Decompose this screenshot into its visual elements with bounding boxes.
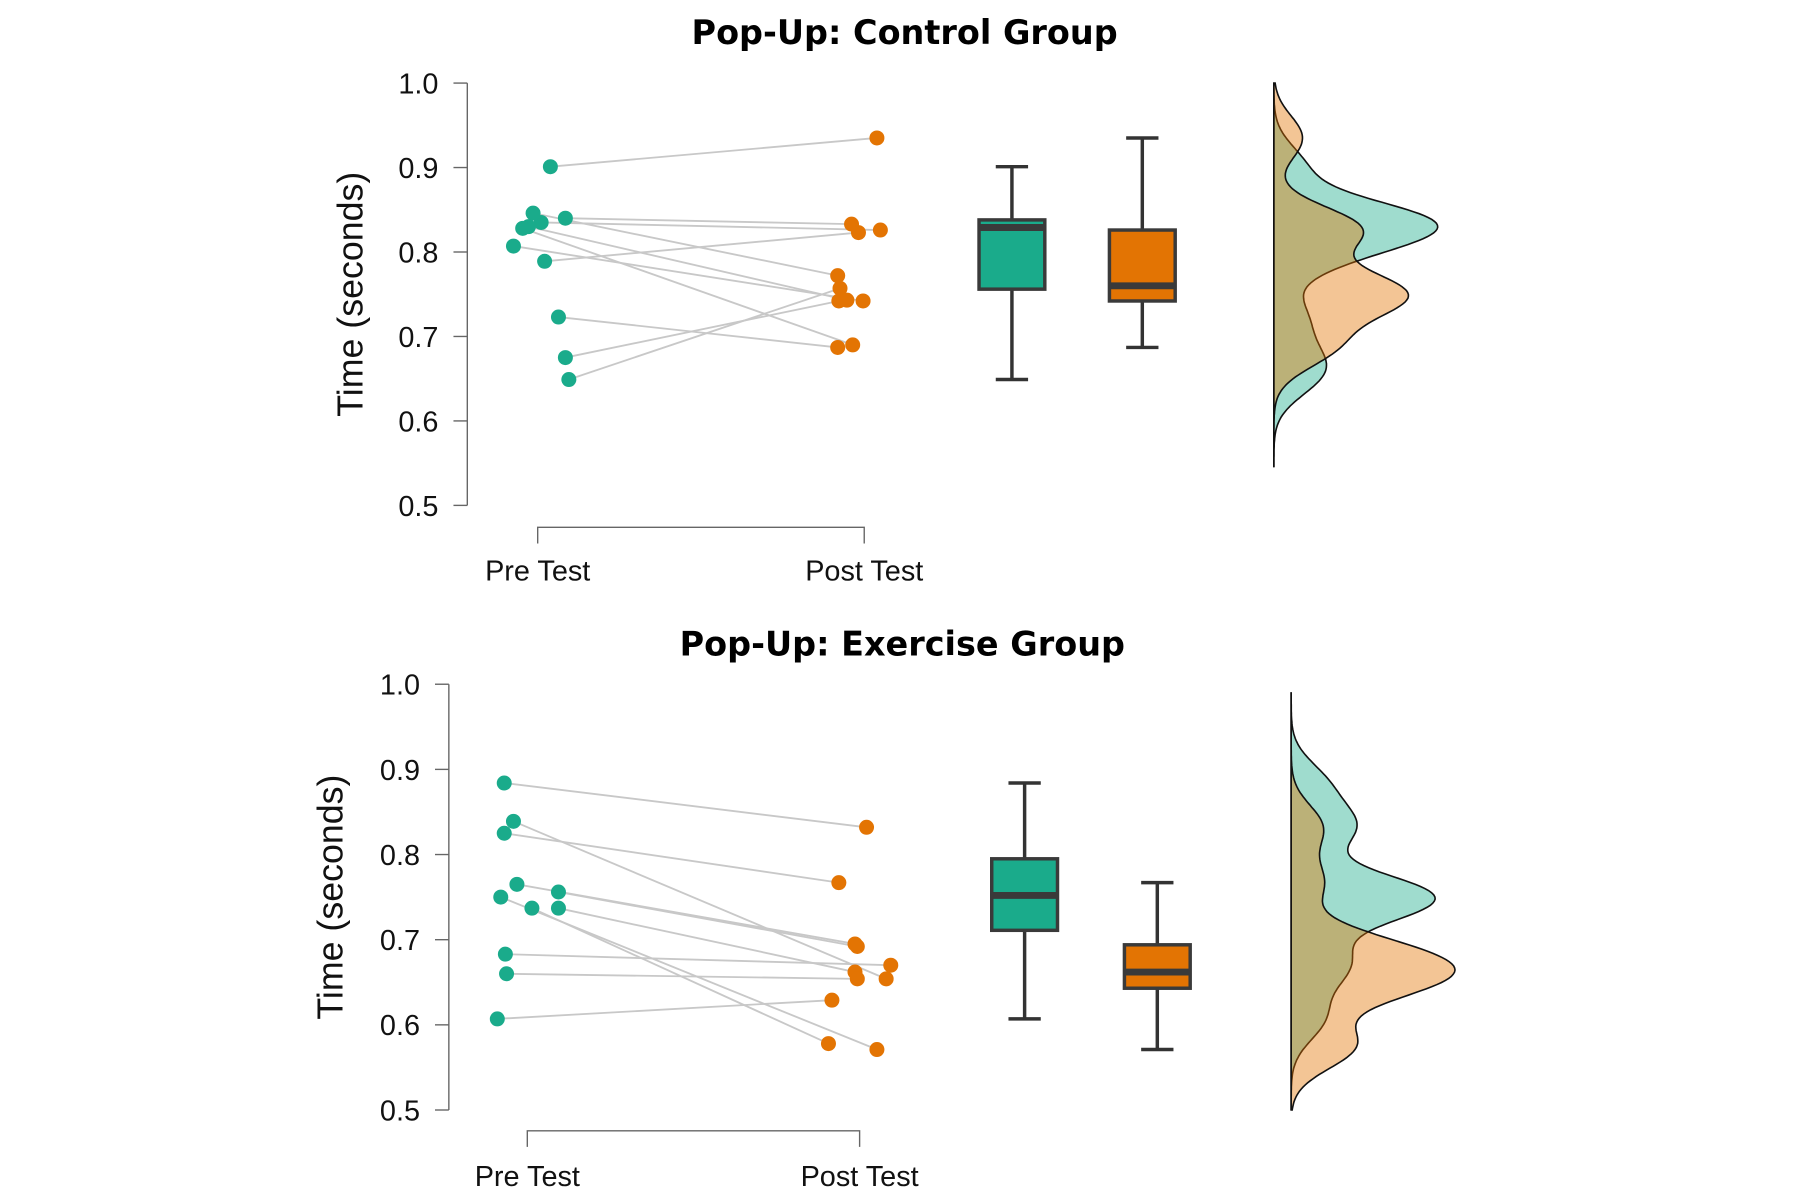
- post-test-point: [855, 293, 871, 309]
- post-test-point: [830, 339, 846, 355]
- y-axis-label: Time (seconds): [311, 775, 351, 1020]
- pair-line: [541, 221, 881, 231]
- pre-test-boxplot: [989, 781, 1060, 1021]
- pre-test-point: [557, 210, 573, 226]
- pre-test-point: [499, 966, 515, 982]
- y-tick-label: 0.8: [380, 840, 420, 872]
- pre-test-point: [550, 309, 566, 325]
- post-test-point: [824, 992, 840, 1008]
- pre-test-point: [493, 889, 509, 905]
- post-test-point: [869, 1042, 885, 1058]
- box: [1107, 228, 1177, 303]
- pre-test-density: [1290, 692, 1436, 1110]
- post-test-point: [832, 280, 848, 296]
- y-tick-label: 0.9: [380, 755, 420, 787]
- post-test-point: [878, 971, 894, 987]
- pre-test-boxplot: [977, 164, 1047, 382]
- post-test-point: [883, 957, 899, 973]
- pre-test-density: [1273, 83, 1439, 468]
- post-test-point: [869, 130, 885, 146]
- pair-line: [504, 782, 867, 829]
- y-tick-label: 0.8: [398, 237, 438, 269]
- chart-title: Pop-Up: Control Group: [692, 13, 1118, 52]
- pair-line: [522, 227, 853, 346]
- y-tick-label: 0.7: [398, 322, 438, 354]
- x-axis-line: [536, 526, 865, 544]
- x-tick-label: Post Test: [805, 555, 923, 587]
- pre-test-point: [557, 350, 573, 366]
- x-axis-line: [526, 1130, 861, 1147]
- pre-test-point: [496, 825, 512, 841]
- pre-test-point: [561, 372, 577, 388]
- pair-line: [513, 820, 887, 980]
- pre-test-point: [525, 205, 541, 221]
- pair-line: [528, 225, 848, 302]
- post-test-point: [872, 222, 888, 238]
- box: [977, 218, 1047, 291]
- pair-line: [565, 300, 840, 359]
- pre-test-point: [515, 220, 531, 236]
- pre-test-point: [509, 876, 525, 892]
- panel-exercise: Pop-Up: Exercise Group 0.5 0.6 0.7 0.8 0.9 1.0…: [311, 624, 1456, 1193]
- pair-line: [532, 212, 838, 277]
- pre-test-point: [505, 813, 521, 829]
- pre-test-point: [537, 253, 553, 269]
- post-test-density: [1273, 82, 1410, 468]
- x-tick-label: Pre Test: [485, 555, 590, 587]
- pair-line: [506, 972, 858, 980]
- x-tick-label: Pre Test: [475, 1161, 580, 1193]
- box: [1122, 943, 1192, 990]
- panel-control: Pop-Up: Control Group 0.5 0.6 0.7 0.8 0.9 1.0 T…: [330, 13, 1439, 587]
- y-tick-label: 0.6: [398, 406, 438, 438]
- pre-test-point: [496, 775, 512, 791]
- pair-line: [565, 217, 852, 226]
- y-tick-label: 0.7: [380, 925, 420, 957]
- post-test-point: [849, 939, 865, 955]
- post-test-point: [831, 875, 847, 891]
- pre-test-point: [489, 1011, 505, 1027]
- x-tick-label: Post Test: [801, 1161, 919, 1193]
- y-tick-label: 0.9: [398, 153, 438, 185]
- y-tick-label: 1.0: [398, 68, 438, 100]
- pre-test-point: [497, 946, 513, 962]
- y-tick-label: 0.6: [380, 1010, 420, 1042]
- post-test-point: [845, 337, 861, 353]
- y-tick-label: 0.5: [380, 1095, 420, 1127]
- post-test-point: [839, 292, 855, 308]
- pair-line: [497, 999, 832, 1020]
- pair-line: [505, 953, 891, 967]
- pair-line: [550, 137, 878, 168]
- post-test-point: [830, 268, 846, 284]
- pair-line: [558, 891, 858, 948]
- pair-line: [504, 832, 839, 884]
- pre-test-point: [550, 884, 566, 900]
- post-test-boxplot: [1107, 136, 1177, 350]
- pre-test-point: [542, 159, 558, 175]
- pre-test-point: [505, 238, 521, 254]
- pair-line: [558, 907, 856, 973]
- post-test-boxplot: [1122, 880, 1192, 1052]
- post-test-density: [1290, 692, 1456, 1111]
- pre-test-point: [524, 900, 540, 916]
- post-test-point: [844, 216, 860, 232]
- y-axis-label: Time (seconds): [330, 172, 370, 417]
- y-tick-label: 0.5: [398, 491, 438, 523]
- pair-line: [568, 287, 841, 381]
- post-test-point: [820, 1036, 836, 1052]
- pair-line: [558, 316, 838, 349]
- pre-test-point: [550, 900, 566, 916]
- y-tick-label: 1.0: [380, 670, 420, 702]
- chart-title: Pop-Up: Exercise Group: [680, 624, 1125, 663]
- post-test-point: [859, 819, 875, 835]
- post-test-point: [849, 971, 865, 987]
- pair-line: [513, 245, 864, 302]
